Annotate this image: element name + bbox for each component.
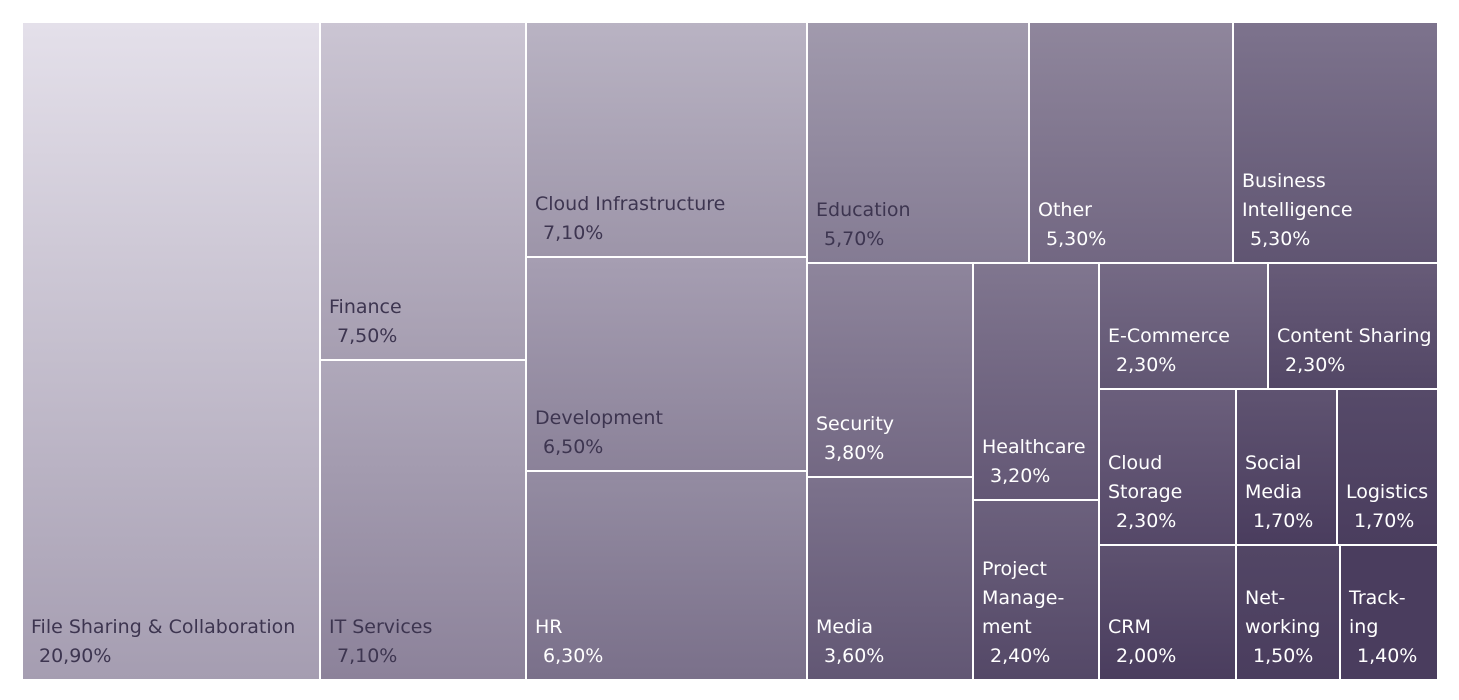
tile-text: CRM 2,00% xyxy=(1108,613,1231,671)
tile-value-label: 7,50% xyxy=(337,325,398,347)
tile-text: Healthcare 3,20% xyxy=(982,433,1094,491)
tile-text: HR 6,30% xyxy=(535,613,802,671)
tile-label: Net- working xyxy=(1245,587,1321,638)
tile-track-ing: Track- ing 1,40% xyxy=(1340,545,1438,680)
tile-text: Project Manage- ment 2,40% xyxy=(982,555,1094,671)
tile-value-label: 3,20% xyxy=(990,465,1051,487)
tile-security: Security 3,80% xyxy=(807,263,973,477)
tile-hr: HR 6,30% xyxy=(526,471,807,680)
tile-text: Social Media 1,70% xyxy=(1245,449,1332,536)
tile-text: Business Intelligence 5,30% xyxy=(1242,167,1433,254)
tile-label: Finance xyxy=(329,296,402,318)
tile-text: Content Sharing 2,30% xyxy=(1277,322,1433,380)
tile-label: HR xyxy=(535,616,563,638)
tile-cloud-storage: Cloud Storage 2,30% xyxy=(1099,389,1236,545)
tile-value-label: 2,30% xyxy=(1285,354,1346,376)
tile-crm: CRM 2,00% xyxy=(1099,545,1236,680)
tile-label: Development xyxy=(535,407,663,429)
tile-value-label: 3,80% xyxy=(824,442,885,464)
tile-text: File Sharing & Collaboration 20,90% xyxy=(31,613,315,671)
tile-value-label: 1,40% xyxy=(1357,645,1418,667)
tile-text: Education 5,70% xyxy=(816,196,1024,254)
tile-value-label: 2,30% xyxy=(1116,354,1177,376)
tile-text: Logistics 1,70% xyxy=(1346,478,1433,536)
tile-value-label: 1,70% xyxy=(1354,510,1415,532)
tile-logistics: Logistics 1,70% xyxy=(1337,389,1438,545)
tile-cloud-infrastructure: Cloud Infrastructure 7,10% xyxy=(526,22,807,257)
tile-label: Social Media xyxy=(1245,452,1303,503)
tile-label: Education xyxy=(816,199,911,221)
tile-text: Media 3,60% xyxy=(816,613,968,671)
tile-it-services: IT Services 7,10% xyxy=(320,360,526,680)
tile-file-sharing-collaboration: File Sharing & Collaboration 20,90% xyxy=(22,22,320,680)
tile-value-label: 7,10% xyxy=(337,645,398,667)
tile-text: Cloud Infrastructure 7,10% xyxy=(535,190,802,248)
tile-text: E-Commerce 2,30% xyxy=(1108,322,1263,380)
tile-value-label: 2,40% xyxy=(990,645,1051,667)
tile-other: Other 5,30% xyxy=(1029,22,1233,263)
tile-value-label: 2,00% xyxy=(1116,645,1177,667)
tile-value-label: 20,90% xyxy=(39,645,112,667)
tile-value-label: 6,30% xyxy=(543,645,604,667)
tile-value-label: 7,10% xyxy=(543,222,604,244)
tile-label: IT Services xyxy=(329,616,433,638)
tile-label: Security xyxy=(816,413,895,435)
tile-text: Net- working 1,50% xyxy=(1245,584,1335,671)
tile-label: Media xyxy=(816,616,874,638)
tile-label: E-Commerce xyxy=(1108,325,1230,347)
tile-media: Media 3,60% xyxy=(807,477,973,680)
tile-finance: Finance 7,50% xyxy=(320,22,526,360)
tile-value-label: 5,30% xyxy=(1250,228,1311,250)
tile-text: Other 5,30% xyxy=(1038,196,1228,254)
tile-text: Development 6,50% xyxy=(535,404,802,462)
tile-project-manage-ment: Project Manage- ment 2,40% xyxy=(973,500,1099,680)
tile-value-label: 5,30% xyxy=(1046,228,1107,250)
tile-value-label: 6,50% xyxy=(543,436,604,458)
tile-value-label: 1,70% xyxy=(1253,510,1314,532)
tile-development: Development 6,50% xyxy=(526,257,807,471)
tile-net-working: Net- working 1,50% xyxy=(1236,545,1340,680)
tile-label: File Sharing & Collaboration xyxy=(31,616,296,638)
tile-label: Track- ing xyxy=(1349,587,1406,638)
tile-value-label: 2,30% xyxy=(1116,510,1177,532)
tile-content-sharing: Content Sharing 2,30% xyxy=(1268,263,1438,389)
tile-text: IT Services 7,10% xyxy=(329,613,521,671)
tile-text: Cloud Storage 2,30% xyxy=(1108,449,1231,536)
tile-social-media: Social Media 1,70% xyxy=(1236,389,1337,545)
tile-label: Logistics xyxy=(1346,481,1429,503)
tile-label: Content Sharing xyxy=(1277,325,1432,347)
tile-label: Project Manage- ment xyxy=(982,558,1065,638)
tile-e-commerce: E-Commerce 2,30% xyxy=(1099,263,1268,389)
tile-education: Education 5,70% xyxy=(807,22,1029,263)
tile-value-label: 5,70% xyxy=(824,228,885,250)
tile-label: Cloud Infrastructure xyxy=(535,193,726,215)
tile-label: CRM xyxy=(1108,616,1151,638)
tile-label: Other xyxy=(1038,199,1092,221)
tile-text: Track- ing 1,40% xyxy=(1349,584,1433,671)
tile-label: Business Intelligence xyxy=(1242,170,1353,221)
tile-healthcare: Healthcare 3,20% xyxy=(973,263,1099,500)
tile-business-intelligence: Business Intelligence 5,30% xyxy=(1233,22,1438,263)
tile-text: Security 3,80% xyxy=(816,410,968,468)
tile-text: Finance 7,50% xyxy=(329,293,521,351)
tile-value-label: 3,60% xyxy=(824,645,885,667)
tile-label: Cloud Storage xyxy=(1108,452,1183,503)
tile-value-label: 1,50% xyxy=(1253,645,1314,667)
tile-label: Healthcare xyxy=(982,436,1086,458)
